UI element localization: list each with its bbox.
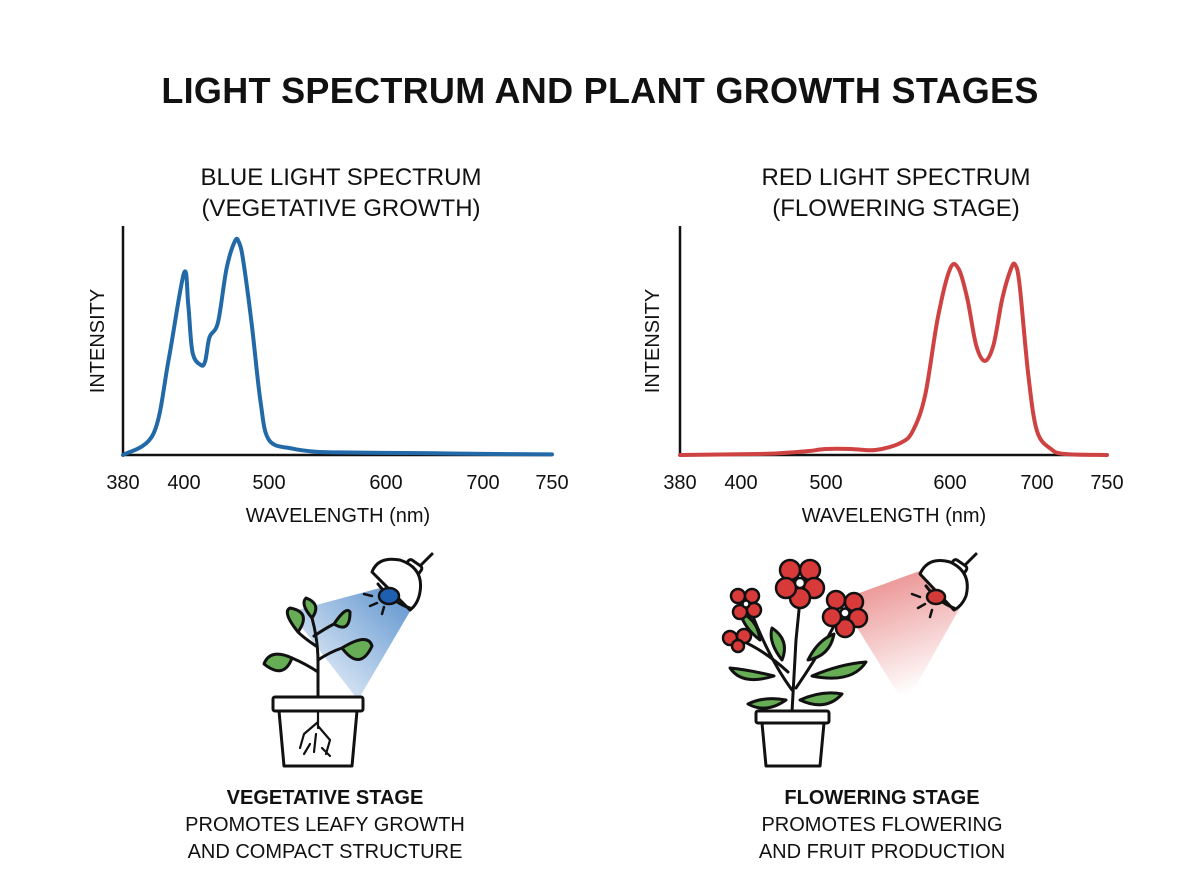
flowering-stage-caption: FLOWERING STAGE PROMOTES FLOWERING AND F…: [702, 785, 1062, 866]
blue-panel-title-line1: BLUE LIGHT SPECTRUM: [200, 164, 482, 191]
blue-y-axis-label: INTENSITY: [87, 289, 109, 393]
red-tick-label-400: 400: [724, 472, 757, 494]
red-chart-axes: [678, 226, 1107, 457]
red-panel-title-line1: RED LIGHT SPECTRUM: [761, 164, 1031, 191]
blue-x-axis-label: WAVELENGTH (nm): [246, 505, 430, 527]
blue-lamp-icon: [362, 552, 434, 616]
blue-tick-label-600: 600: [369, 472, 402, 494]
red-tick-label-380: 380: [663, 472, 696, 494]
flowering-stage-line2: AND FRUIT PRODUCTION: [758, 841, 1006, 863]
blue-x-ticks: 380 400 500 600 700 750: [106, 472, 568, 494]
red-y-axis-label: INTENSITY: [642, 289, 664, 393]
vegetative-stage-caption: VEGETATIVE STAGE PROMOTES LEAFY GROWTH A…: [145, 785, 505, 866]
flower-top-icon: [774, 558, 826, 610]
red-spectrum-line: [678, 261, 1109, 457]
flower-bud-icon: [721, 627, 753, 654]
blue-tick-label-750: 750: [535, 472, 568, 494]
flowering-pot-icon: [754, 709, 831, 768]
red-panel-title-line2: (FLOWERING STAGE): [772, 195, 1020, 222]
flower-left-icon: [729, 587, 763, 621]
blue-spectrum-line: [121, 236, 554, 457]
red-lamp-icon: [910, 552, 978, 619]
flowering-stage-title: FLOWERING STAGE: [784, 787, 980, 809]
blue-lamp-illustration: [262, 552, 434, 768]
red-x-axis-label: WAVELENGTH (nm): [802, 505, 986, 527]
red-tick-label-500: 500: [809, 472, 842, 494]
red-spectrum-chart: 380 400 500 600 700 750 INTENSITY WAVELENGTH …: [642, 226, 1124, 527]
vegetative-stage-line1: PROMOTES LEAFY GROWTH: [185, 814, 465, 836]
red-panel-title: RED LIGHT SPECTRUM (FLOWERING STAGE): [686, 162, 1106, 224]
blue-spectrum-chart: 380 400 500 600 700 750 INTENSITY WAVELENGTH …: [87, 226, 569, 527]
red-tick-label-700: 700: [1020, 472, 1053, 494]
vegetative-stage-title: VEGETATIVE STAGE: [226, 787, 424, 809]
blue-tick-label-500: 500: [252, 472, 285, 494]
blue-panel-title: BLUE LIGHT SPECTRUM (VEGETATIVE GROWTH): [131, 162, 551, 224]
blue-tick-label-700: 700: [466, 472, 499, 494]
red-tick-label-600: 600: [933, 472, 966, 494]
blue-panel-title-line2: (VEGETATIVE GROWTH): [201, 195, 481, 222]
seedling-pot-icon: [271, 695, 365, 768]
flower-right-icon: [821, 589, 869, 639]
blue-chart-axes: [121, 226, 552, 457]
red-x-ticks: 380 400 500 600 700 750: [663, 472, 1123, 494]
red-tick-label-750: 750: [1090, 472, 1123, 494]
vegetative-stage-line2: AND COMPACT STRUCTURE: [187, 841, 463, 863]
red-lamp-illustration: [721, 552, 978, 768]
seedling-plant-icon: [262, 596, 374, 702]
blue-tick-label-380: 380: [106, 472, 139, 494]
red-flower-icons: [721, 558, 869, 654]
flowering-stage-line1: PROMOTES FLOWERING: [761, 814, 1003, 836]
page-title: LIGHT SPECTRUM AND PLANT GROWTH STAGES: [161, 70, 1039, 111]
blue-tick-label-400: 400: [167, 472, 200, 494]
